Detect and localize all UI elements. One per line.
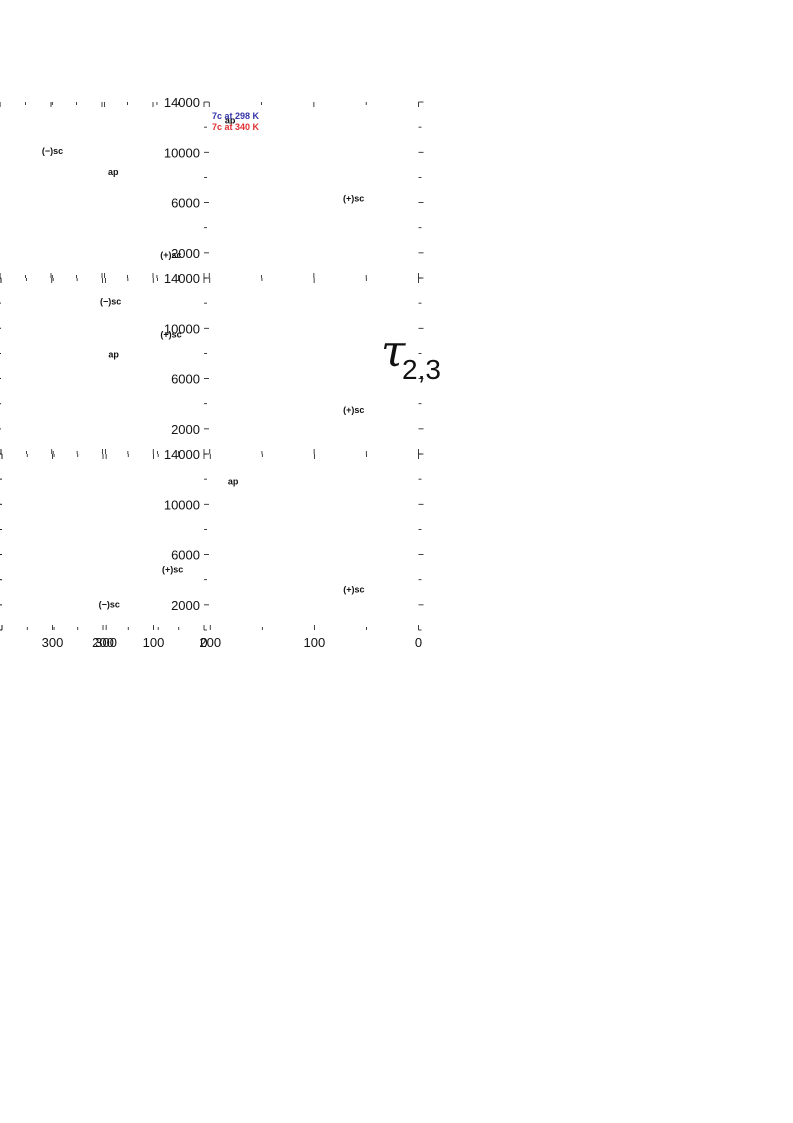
x-tick-label: 200 — [92, 635, 114, 650]
x-tick-label: 100 — [143, 635, 165, 650]
peak-label: (+)sc — [343, 585, 364, 595]
x-tick-label: 0 — [415, 635, 422, 650]
y-tick-label: 10000 — [164, 145, 200, 160]
panel-2: (+)scap2β−HAla(Me₂) — [0, 101, 424, 279]
x-tick-label: 0 — [200, 635, 207, 650]
panels-layer: (+)scap(−)sc1β−HVal(Me₂)(+)scap2β−HAla(M… — [0, 101, 424, 631]
peak-label: (+)sc — [343, 405, 364, 415]
peak-label: ap — [108, 167, 119, 177]
tau-subscript: 2,3 — [402, 354, 441, 385]
peak-label: (+)sc — [160, 250, 181, 260]
x-tick-label: 300 — [95, 635, 117, 650]
y-tick-label: 14000 — [164, 447, 200, 462]
legend: 7c at 298 K 7c at 340 K — [212, 111, 260, 132]
y-tick-label: 10000 — [164, 497, 200, 512]
peak-label: ap — [108, 349, 119, 359]
x-tick-label: 100 — [304, 635, 326, 650]
x-tick-label: 300 — [42, 635, 64, 650]
y-tick-label: 2000 — [171, 422, 200, 437]
legend-entry-340k: 7c at 340 K — [212, 122, 260, 132]
y-tick-label: 6000 — [171, 548, 200, 563]
peak-label: ap — [225, 116, 236, 126]
peak-label: (−)sc — [100, 297, 121, 307]
peak-label: (+)sc — [162, 564, 183, 574]
legend-entry-298k: 7c at 298 K — [212, 111, 260, 121]
peak-label: (+)sc — [343, 194, 364, 204]
y-tick-label: 10000 — [164, 321, 200, 336]
series-line-340k — [0, 208, 419, 278]
axes-layer: 2000600010000140002000600010000140002000… — [42, 95, 422, 650]
torsion-angle-symbol: τ 2,3 — [381, 326, 441, 385]
series-line-298k — [1, 311, 419, 454]
x-tick-label: 200 — [199, 635, 221, 650]
peak-label: ap — [228, 476, 239, 486]
series-line-340k — [1, 343, 204, 454]
series-line-298k — [2, 490, 419, 630]
panel-4: (+)sc(−)sc4β−HVal(Me₂) — [0, 277, 424, 455]
y-tick-label: 6000 — [171, 196, 200, 211]
y-tick-label: 14000 — [164, 95, 200, 110]
tau-symbol: τ — [381, 326, 406, 377]
y-tick-label: 2000 — [171, 246, 200, 261]
y-tick-label: 14000 — [164, 271, 200, 286]
y-tick-label: 6000 — [171, 372, 200, 387]
peak-label: (+)sc — [160, 329, 181, 339]
peak-label: (−)sc — [42, 146, 63, 156]
peak-label: (−)sc — [99, 600, 120, 610]
y-tick-label: 2000 — [171, 598, 200, 613]
